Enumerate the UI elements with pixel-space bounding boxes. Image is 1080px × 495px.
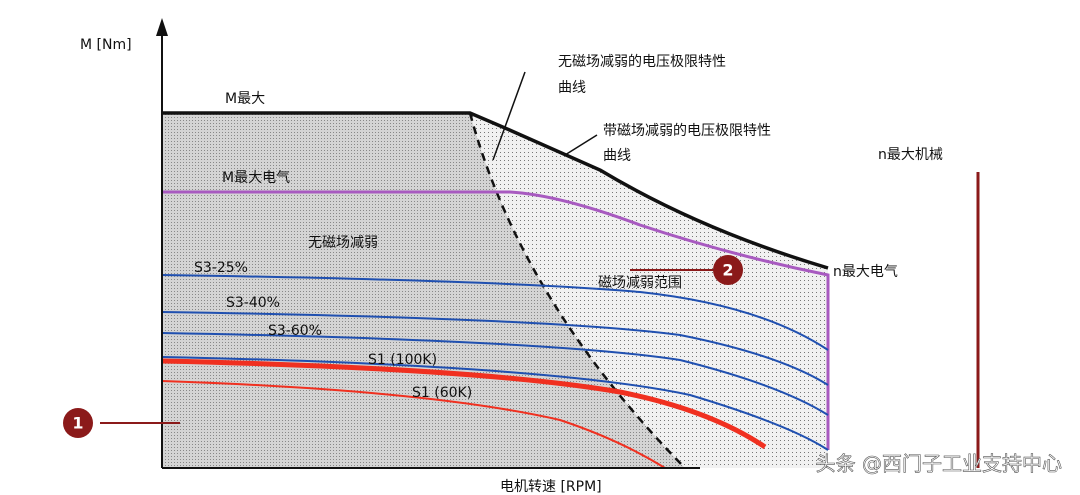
limit-curve <box>162 111 829 270</box>
region-fw <box>470 113 828 468</box>
curve-label: S3-40% <box>226 295 280 311</box>
label: 磁场减弱范围 <box>598 274 682 291</box>
curve-label: S1 (100K) <box>368 352 437 368</box>
label: 无磁场减弱 <box>308 235 378 251</box>
y-arrow <box>156 18 168 36</box>
y-label: M [Nm] <box>80 37 132 53</box>
x-label: 电机转速 [RPM] <box>500 479 602 495</box>
limit-label: 带磁场减弱的电压极限特性 <box>603 123 771 139</box>
watermark: 头条 @西门子工业支持中心 <box>816 452 1062 476</box>
label: M最大 <box>225 91 265 107</box>
limit-label: 曲线 <box>603 148 631 164</box>
limit-label: 曲线 <box>558 80 586 96</box>
blue-curves <box>161 274 829 451</box>
m-max-electric <box>162 190 830 450</box>
leader <box>492 71 526 161</box>
callout-marker <box>713 255 743 285</box>
region-no-fw <box>162 113 685 468</box>
curve-label: S1 (60K) <box>412 385 472 401</box>
limit-label: 无磁场减弱的电压极限特性 <box>558 54 726 70</box>
label: M最大电气 <box>222 170 290 186</box>
label: n最大电气 <box>833 264 898 280</box>
s1-60k <box>161 380 666 469</box>
curve-label: S3-60% <box>268 323 322 339</box>
leader <box>564 134 598 156</box>
curve-label: S3-25% <box>194 260 248 276</box>
s1-100k <box>161 358 767 450</box>
callout-number: 2 <box>722 261 733 280</box>
limit-dashed <box>468 112 686 469</box>
callout-marker <box>63 408 93 438</box>
label: n最大机械 <box>878 147 943 163</box>
callout-number: 1 <box>72 414 83 433</box>
